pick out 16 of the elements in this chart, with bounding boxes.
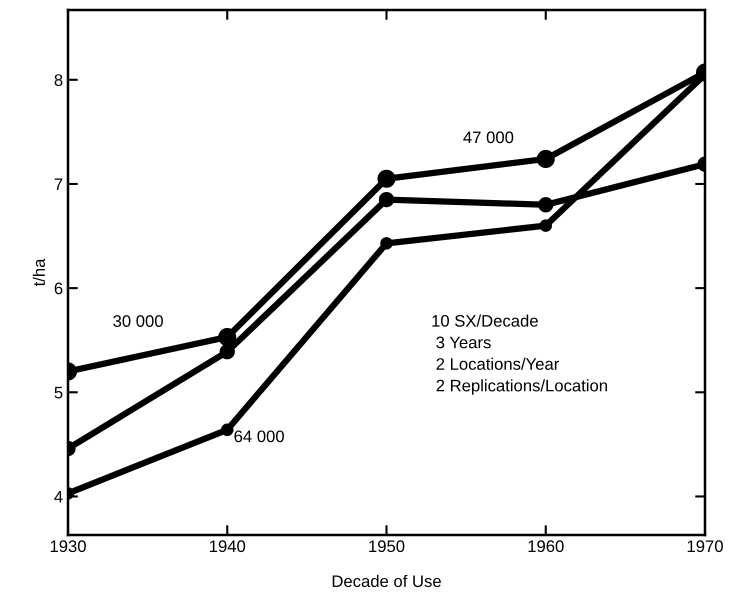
x-axis-title: Decade of Use	[332, 574, 441, 588]
y-tick-label: 4	[54, 491, 63, 502]
y-axis-title: t/ha	[32, 258, 46, 286]
x-tick-label: 1970	[688, 540, 723, 552]
annotation: 30 000	[113, 315, 163, 327]
y-tick-label: 7	[54, 178, 62, 190]
x-tick-label: 1960	[528, 540, 564, 552]
annotation: 47 000	[463, 131, 514, 144]
x-tick-label: 1950	[369, 540, 404, 552]
x-tick-label: 1940	[210, 540, 246, 552]
x-tick-label: 1930	[50, 540, 86, 552]
y-tick-label: 6	[54, 282, 62, 294]
y-tick-label: 8	[54, 74, 62, 86]
annotation: 64 000	[234, 430, 284, 442]
annotation: 10 SX/Decade 3 Years 2 Locations/Year 2 Replications/Location	[432, 314, 607, 395]
y-tick-label: 5	[54, 386, 62, 398]
